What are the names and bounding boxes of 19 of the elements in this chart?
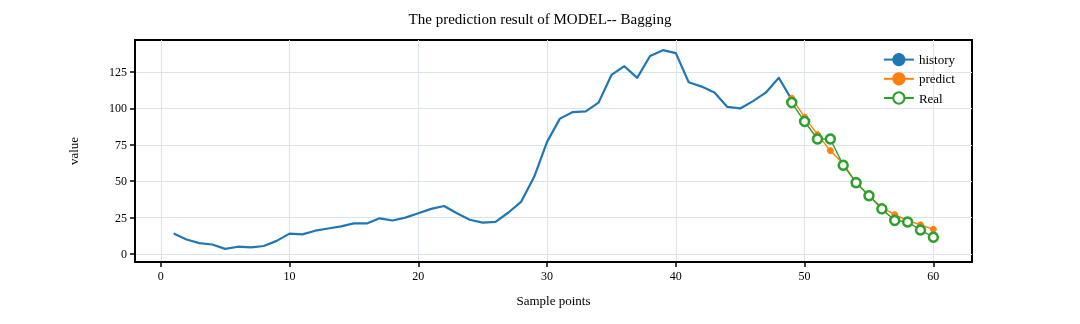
y-tick-label: 50 (115, 174, 127, 189)
legend-label: predict (918, 71, 956, 87)
legend-label: Real (918, 90, 944, 106)
y-tick-label: 75 (115, 137, 127, 152)
x-tick-label: 30 (541, 269, 554, 283)
chart-title: The prediction result of MODEL-- Bagging (408, 10, 672, 27)
legend-label: history (918, 52, 956, 68)
y-tick-label: 100 (109, 101, 127, 116)
y-axis-title: value (66, 136, 81, 166)
x-tick-label: 10 (283, 269, 296, 283)
x-tick-label: 20 (412, 269, 425, 283)
y-tick-label: 0 (121, 246, 127, 261)
x-tick-label: 50 (798, 269, 811, 283)
x-tick-label: 60 (927, 269, 940, 283)
x-tick-label: 40 (669, 269, 682, 283)
x-axis-title: Sample points (516, 293, 591, 308)
y-tick-label: 25 (115, 210, 127, 225)
x-tick-label: 0 (157, 269, 164, 283)
y-tick-label: 125 (109, 65, 127, 80)
